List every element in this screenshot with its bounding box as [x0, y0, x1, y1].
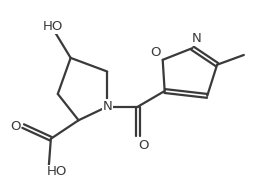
Text: HO: HO — [43, 20, 63, 33]
Text: N: N — [192, 32, 201, 45]
Text: O: O — [151, 46, 161, 58]
Text: O: O — [139, 139, 149, 152]
Text: N: N — [102, 100, 112, 113]
Text: HO: HO — [47, 165, 67, 178]
Text: O: O — [10, 120, 20, 133]
